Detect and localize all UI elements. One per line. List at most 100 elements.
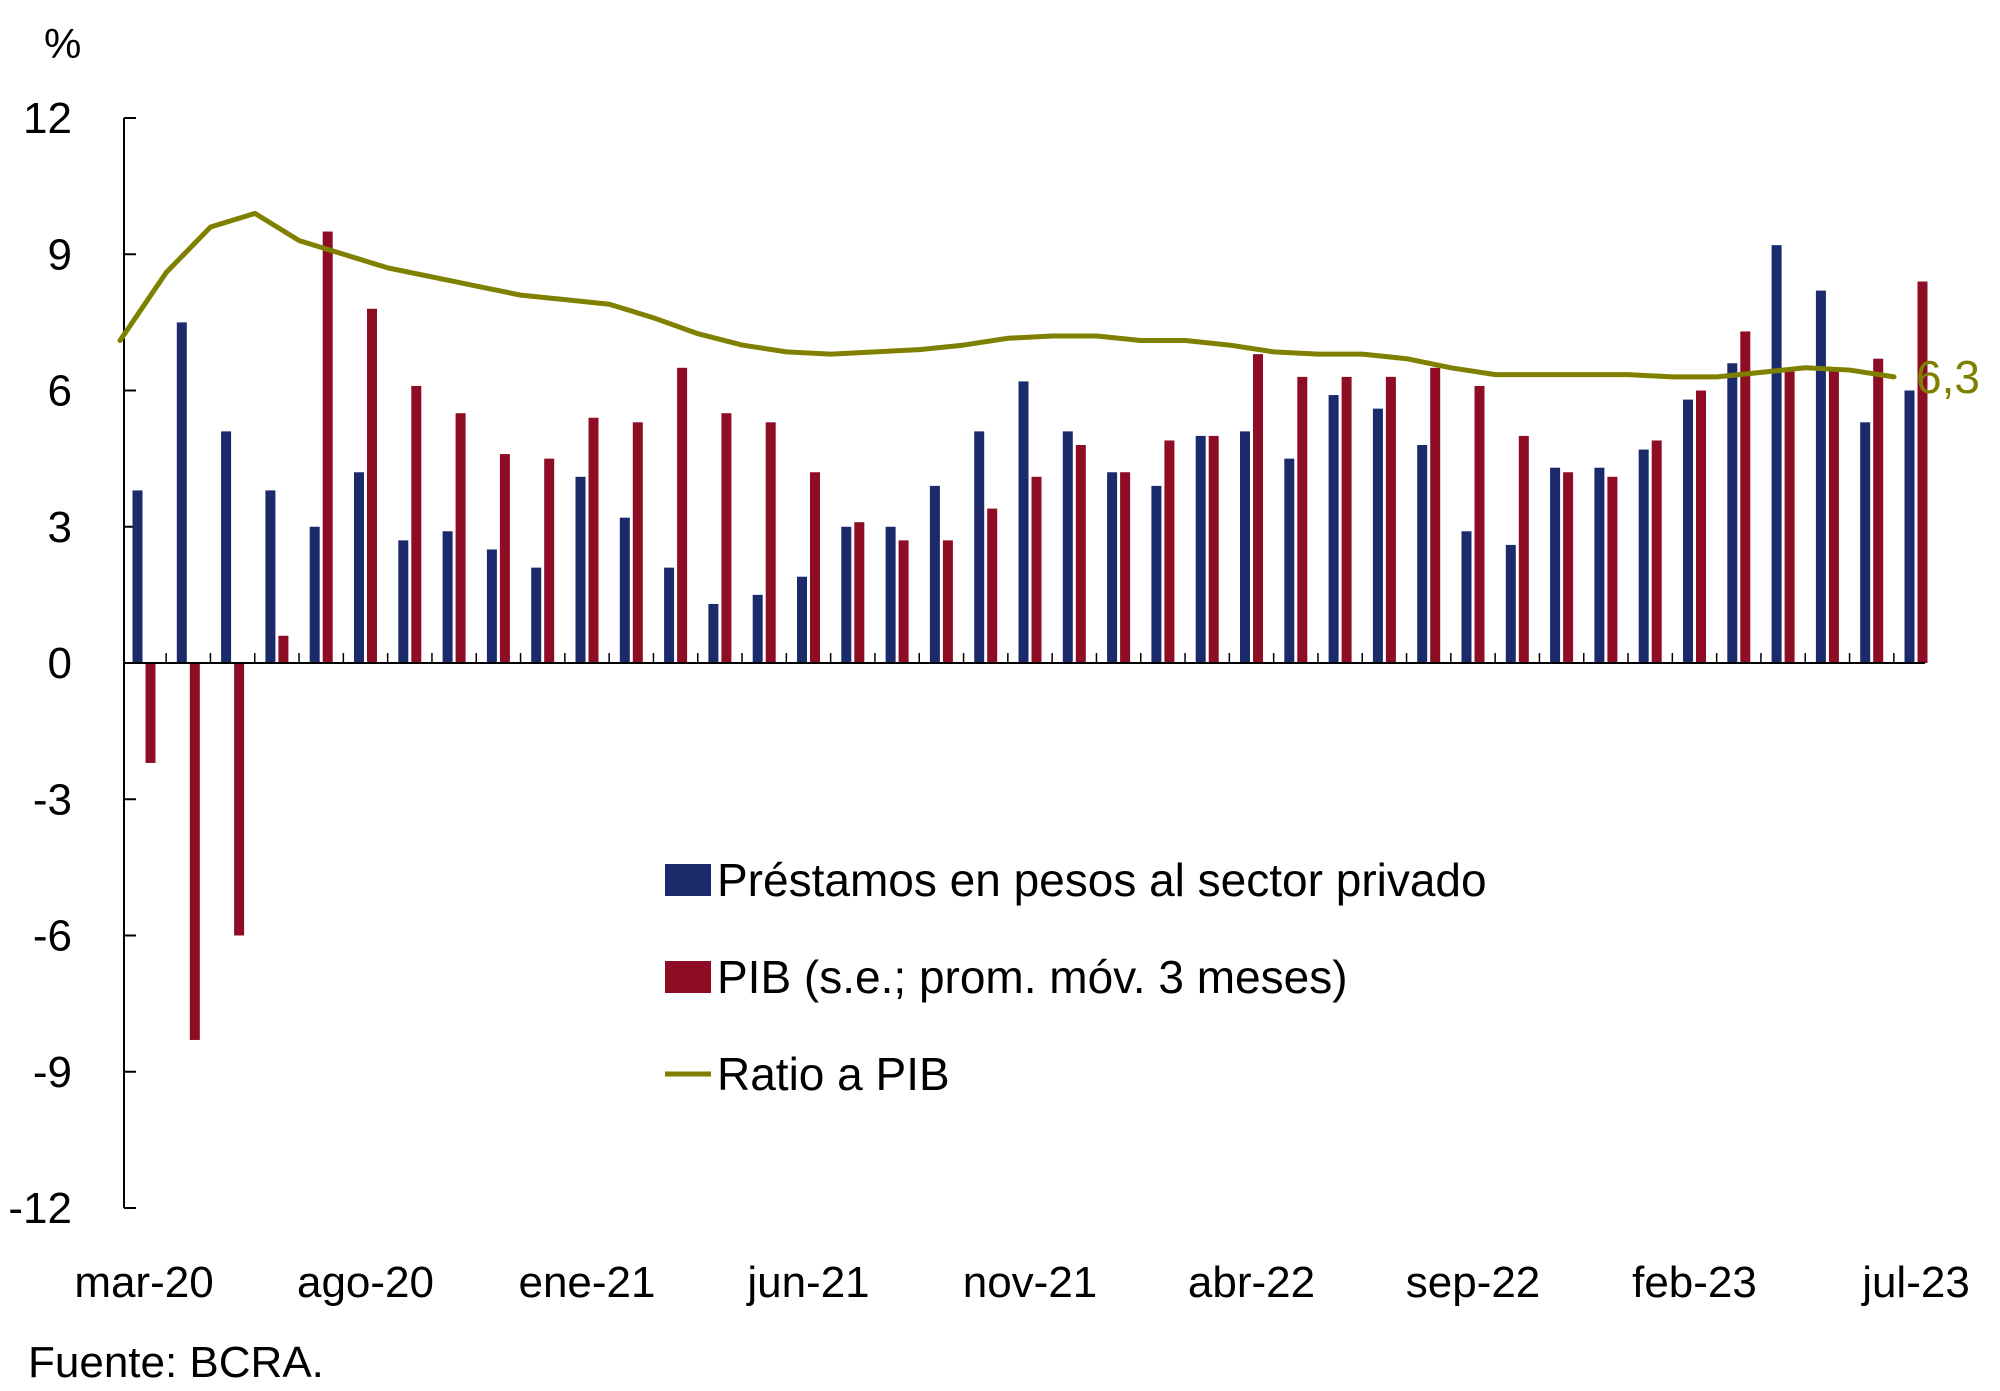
bar-pib: [1873, 358, 1884, 663]
bar-pib: [1474, 385, 1485, 663]
x-tick-label: sep-22: [1406, 1258, 1541, 1307]
ratio-line-layer: 6,3: [117, 210, 1980, 403]
bar-pib: [942, 540, 953, 663]
bar-prestamos: [1594, 467, 1605, 663]
bar-prestamos: [442, 531, 453, 663]
legend: Préstamos en pesos al sector privado PIB …: [665, 854, 1487, 1100]
bar-prestamos: [575, 476, 586, 663]
bar-prestamos: [176, 322, 187, 663]
bar-pib: [721, 413, 732, 663]
bar-prestamos: [531, 567, 542, 663]
bar-pib: [145, 663, 156, 763]
bar-prestamos: [1771, 245, 1782, 663]
bar-prestamos: [1815, 290, 1826, 663]
source-note: Fuente: BCRA.: [28, 1338, 324, 1387]
bar-pib: [1563, 472, 1574, 663]
bar-pib: [322, 231, 333, 663]
legend-swatch: [665, 864, 711, 896]
legend-label: Ratio a PIB: [717, 1048, 950, 1100]
y-tick-label: 9: [48, 230, 72, 279]
bar-pib: [1297, 376, 1308, 663]
bar-pib: [1651, 440, 1662, 663]
bar-prestamos: [974, 431, 985, 663]
bar-prestamos: [486, 549, 497, 663]
bar-pib: [1696, 390, 1706, 663]
bar-pib: [278, 635, 289, 663]
bar-prestamos: [885, 526, 896, 663]
bar-pib: [898, 540, 909, 663]
bar-pib: [1208, 435, 1219, 663]
bar-prestamos: [1417, 445, 1428, 663]
bar-prestamos: [1461, 531, 1472, 663]
y-tick-label: 3: [48, 503, 72, 552]
bar-pib: [1430, 367, 1441, 663]
bar-pib: [987, 508, 998, 663]
x-tick-label: ago-20: [297, 1258, 434, 1307]
bar-pib: [1164, 440, 1175, 663]
y-unit-label: %: [44, 20, 81, 67]
bar-pib: [1607, 476, 1618, 663]
x-tick-label: jul-23: [1860, 1258, 1970, 1307]
bar-pib: [1385, 376, 1396, 663]
bar-pib: [455, 413, 466, 663]
x-tick-label: abr-22: [1188, 1258, 1315, 1307]
bar-prestamos: [1683, 399, 1693, 663]
bar-prestamos: [1727, 363, 1738, 663]
y-axis: 12 9 6 3 0 -3 -6 -9 -12: [8, 94, 136, 1233]
bar-prestamos: [398, 540, 409, 663]
bar-pib: [632, 422, 643, 663]
bar-prestamos: [841, 526, 852, 663]
x-axis: mar-20 ago-20 ene-21 jun-21 nov-21 abr-22 sep-…: [74, 653, 1970, 1307]
bar-pib: [1031, 476, 1042, 663]
bar-pib: [1518, 435, 1529, 663]
x-tick-label: nov-21: [963, 1258, 1098, 1307]
bar-prestamos: [1284, 458, 1295, 663]
bar-pib: [765, 422, 776, 663]
bar-pib: [1120, 472, 1131, 663]
bar-pib: [677, 367, 688, 663]
bar-pib: [588, 417, 599, 663]
bar-prestamos: [664, 567, 675, 663]
bar-pib: [544, 458, 555, 663]
bar-pib: [1828, 367, 1839, 663]
bar-pib: [499, 454, 510, 663]
bar-pib: [810, 472, 820, 663]
y-tick-label: -9: [33, 1048, 72, 1097]
bar-prestamos: [354, 472, 364, 663]
y-tick-label: -6: [33, 912, 72, 961]
bar-pib: [1253, 354, 1263, 663]
y-tick-label: 12: [23, 94, 72, 143]
bar-pib: [1917, 281, 1928, 663]
bar-prestamos: [619, 517, 630, 663]
bar-pib: [367, 308, 377, 663]
x-tick-label: mar-20: [74, 1258, 213, 1307]
y-tick-label: -12: [8, 1184, 72, 1233]
bar-prestamos: [1062, 431, 1073, 663]
y-tick-label: 0: [48, 639, 72, 688]
bar-prestamos: [929, 485, 940, 663]
bar-prestamos: [221, 431, 232, 663]
x-tick-label: jun-21: [745, 1258, 869, 1307]
bar-pib: [1740, 331, 1751, 663]
x-tick-label: ene-21: [518, 1258, 655, 1307]
bar-prestamos: [1860, 422, 1871, 663]
bar-prestamos: [1107, 472, 1118, 663]
bar-pib: [411, 385, 422, 663]
bar-pib: [854, 522, 865, 663]
ratio-end-label: 6,3: [1916, 351, 1980, 403]
x-tick-label: feb-23: [1632, 1258, 1757, 1307]
bar-prestamos: [309, 526, 320, 663]
ratio-line: [117, 210, 1897, 380]
bar-prestamos: [1018, 381, 1029, 663]
bar-prestamos: [132, 490, 143, 663]
bar-prestamos: [797, 576, 807, 663]
bar-prestamos: [752, 594, 763, 663]
bar-prestamos: [1372, 408, 1383, 663]
bar-prestamos: [1505, 544, 1516, 663]
bar-pib: [1075, 445, 1086, 663]
legend-swatch: [665, 961, 711, 993]
bars: [132, 231, 1928, 1040]
bar-pib: [189, 663, 200, 1040]
bar-prestamos: [1151, 485, 1162, 663]
